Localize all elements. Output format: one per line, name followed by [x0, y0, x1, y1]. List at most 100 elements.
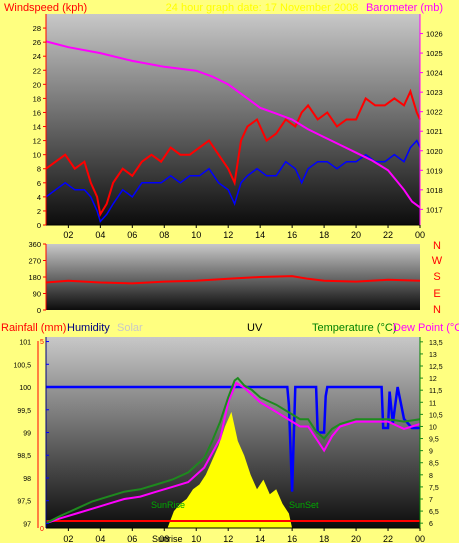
- y-tick-label: 24: [33, 52, 41, 61]
- x-tick-label: 12: [223, 534, 233, 543]
- x-tick-label: 08: [159, 534, 169, 543]
- y-tick-label: 0: [37, 221, 41, 230]
- wind-chart: [45, 40, 421, 223]
- date-title: 24 hour graph date: 17 November 2008: [166, 2, 359, 14]
- solar-label: Solar: [117, 322, 143, 334]
- y-tick-label: 8: [37, 165, 41, 174]
- compass-labels: N W S E N: [432, 240, 443, 316]
- direction-chart: [45, 275, 421, 285]
- env-x-ticks: 02 04 06 08 10 12 14 16 18 20 22 00: [63, 528, 425, 543]
- humidity-tick-label: 99: [23, 431, 31, 438]
- x-tick-label: 20: [351, 534, 361, 543]
- wind-plot-area: [46, 14, 420, 225]
- temperature-tick-label: 7: [429, 497, 433, 504]
- humidity-tick-label: 100,5: [13, 362, 31, 369]
- x-tick-label: 22: [383, 230, 393, 240]
- y-tick-label: 18: [33, 94, 41, 103]
- dir-tick-label: 360: [28, 240, 41, 249]
- wind-x-ticks: 02 04 06 08 10 12 14 16 18 20 22 00: [63, 225, 425, 240]
- temperature-tick-label: 13,5: [429, 340, 443, 347]
- dewpoint-label: Dew Point (°C): [393, 322, 459, 334]
- x-tick-label: 18: [319, 534, 329, 543]
- series-dew-point: [45, 381, 421, 525]
- series-wind-direction: [45, 275, 421, 285]
- temperature-tick-label: 13: [429, 352, 437, 359]
- temperature-tick-label: 8,5: [429, 461, 439, 468]
- x-tick-label: 10: [191, 230, 201, 240]
- temperature-tick-label: 9: [429, 449, 433, 456]
- series-windspeed: [45, 88, 421, 218]
- env-chart: [45, 376, 421, 528]
- temperature-y-ticks: 6 6,5 7 7,5 8 8,5 9 9,5 10 10,5 11 11,5 12 12,5 13 13,5: [420, 340, 443, 528]
- y-tick-label: 14: [33, 123, 41, 132]
- baro-tick-label: 1021: [426, 127, 443, 136]
- x-tick-label: 00: [415, 534, 425, 543]
- humidity-tick-label: 99,5: [17, 408, 31, 415]
- temperature-tick-label: 10: [429, 424, 437, 431]
- series-solar: [167, 411, 293, 528]
- compass-n-top: N: [433, 240, 441, 252]
- sunrise-annotation: SunRise: [151, 500, 185, 510]
- y-tick-label: 26: [33, 38, 41, 47]
- baro-tick-label: 1018: [426, 186, 443, 195]
- x-tick-label: 02: [63, 230, 73, 240]
- x-tick-label: 08: [159, 230, 169, 240]
- rain-tick-label: 0: [40, 526, 44, 533]
- temperature-label: Temperature (°C): [312, 322, 396, 334]
- humidity-tick-label: 98: [23, 476, 31, 483]
- x-tick-label: 20: [351, 230, 361, 240]
- windspeed-axis-label: Windspeed (kph): [4, 2, 87, 14]
- x-tick-label: 14: [255, 230, 265, 240]
- humidity-tick-label: 98,5: [17, 453, 31, 460]
- x-tick-label: 04: [95, 534, 105, 543]
- series-wind-gust: [45, 139, 421, 223]
- x-tick-label: 00: [415, 230, 425, 240]
- x-tick-label: 16: [287, 534, 297, 543]
- dir-tick-label: 270: [28, 257, 41, 266]
- x-tick-label: 18: [319, 230, 329, 240]
- barometer-axis-label: Barometer (mb): [366, 2, 443, 14]
- y-tick-label: 6: [37, 179, 41, 188]
- temperature-tick-label: 8: [429, 473, 433, 480]
- x-tick-label: 22: [383, 534, 393, 543]
- x-tick-label: 14: [255, 534, 265, 543]
- compass-e: E: [433, 288, 440, 300]
- rain-y-ticks: 05: [40, 339, 44, 533]
- humidity-tick-label: 101: [19, 340, 31, 347]
- y-tick-label: 4: [37, 193, 41, 202]
- dir-tick-label: 90: [33, 290, 41, 299]
- humidity-tick-label: 100: [19, 385, 31, 392]
- dir-tick-label: 0: [37, 306, 41, 315]
- uv-label: UV: [247, 322, 263, 334]
- baro-tick-label: 1026: [426, 30, 443, 39]
- x-tick-label: 06: [127, 534, 137, 543]
- baro-tick-label: 1019: [426, 166, 443, 175]
- series-barometer: [45, 40, 421, 209]
- baro-tick-label: 1022: [426, 108, 443, 117]
- series-humidity: [46, 385, 420, 492]
- baro-tick-label: 1024: [426, 69, 443, 78]
- direction-plot-area: [46, 244, 420, 310]
- y-tick-label: 12: [33, 137, 41, 146]
- x-tick-label: 10: [191, 534, 201, 543]
- y-tick-label: 16: [33, 108, 41, 117]
- rainfall-label: Rainfall (mm): [1, 322, 66, 334]
- direction-y-ticks: 0 90 180 270 360: [28, 240, 46, 315]
- sunset-annotation: SunSet: [289, 500, 319, 510]
- series-temperature: [45, 376, 421, 525]
- x-tick-label: 12: [223, 230, 233, 240]
- temperature-tick-label: 9,5: [429, 437, 439, 444]
- baro-tick-label: 1023: [426, 88, 443, 97]
- x-tick-label: 04: [95, 230, 105, 240]
- y-tick-label: 20: [33, 80, 41, 89]
- temperature-tick-label: 12: [429, 376, 437, 383]
- baro-tick-label: 1017: [426, 205, 443, 214]
- dir-tick-label: 180: [28, 273, 41, 282]
- humidity-y-ticks: 97 97,5 98 98,5 99 99,5 100 100,5 101: [13, 340, 49, 528]
- humidity-label: Humidity: [67, 322, 110, 334]
- humidity-tick-label: 97: [23, 521, 31, 528]
- temperature-tick-label: 11: [429, 400, 436, 407]
- baro-tick-label: 1025: [426, 49, 443, 58]
